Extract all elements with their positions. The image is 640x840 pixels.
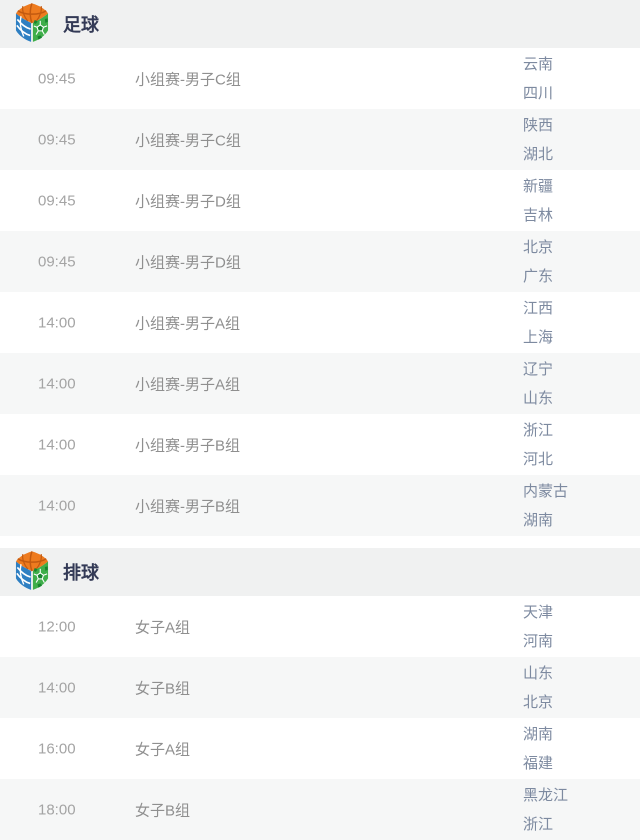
team-home: 黑龙江 [523, 786, 569, 804]
section-title: 排球 [63, 563, 99, 583]
team-home: 湖南 [523, 725, 554, 743]
match-teams: 新疆 吉林 [523, 172, 553, 230]
section-header: 足球 [0, 0, 640, 48]
match-row[interactable]: 09:45 小组赛-男子D组 新疆 吉林 [0, 170, 640, 231]
match-time: 09:45 [38, 192, 76, 209]
match-teams: 天津 河南 [523, 598, 553, 656]
match-row[interactable]: 18:00 女子B组 黑龙江 浙江 [0, 779, 640, 840]
match-time: 09:45 [38, 253, 76, 270]
match-row[interactable]: 12:00 女子A组 天津 河南 [0, 596, 640, 657]
match-teams: 陕西 湖北 [523, 111, 553, 169]
sports-cube-icon [10, 2, 54, 46]
team-away: 上海 [523, 328, 554, 346]
match-event: 小组赛-男子A组 [135, 376, 241, 393]
match-teams: 黑龙江 浙江 [523, 781, 568, 839]
team-away: 山东 [523, 389, 554, 407]
match-event: 小组赛-男子B组 [135, 498, 241, 515]
match-row[interactable]: 14:00 小组赛-男子A组 江西 上海 [0, 292, 640, 353]
match-event: 小组赛-男子D组 [135, 254, 241, 271]
match-row[interactable]: 14:00 女子B组 山东 北京 [0, 657, 640, 718]
sport-section: 排球 12:00 女子A组 天津 河南 14:00 女子B组 山东 北京 16:… [0, 548, 640, 840]
team-away: 湖北 [523, 145, 554, 163]
match-event: 女子B组 [135, 680, 191, 697]
match-time: 09:45 [38, 70, 76, 87]
team-home: 江西 [523, 299, 554, 317]
team-home: 内蒙古 [523, 482, 569, 500]
match-event: 女子A组 [135, 619, 191, 636]
team-away: 北京 [523, 693, 554, 711]
team-away: 广东 [523, 267, 554, 285]
match-event: 女子A组 [135, 741, 191, 758]
match-time: 09:45 [38, 131, 76, 148]
match-event: 小组赛-男子B组 [135, 437, 241, 454]
match-time: 12:00 [38, 618, 76, 635]
match-teams: 江西 上海 [523, 294, 553, 352]
match-event: 小组赛-男子C组 [135, 132, 241, 149]
match-teams: 辽宁 山东 [523, 355, 553, 413]
team-home: 天津 [523, 603, 554, 621]
match-rows: 12:00 女子A组 天津 河南 14:00 女子B组 山东 北京 16:00 … [0, 596, 640, 840]
match-row[interactable]: 14:00 小组赛-男子B组 浙江 河北 [0, 414, 640, 475]
team-away: 湖南 [523, 511, 554, 529]
match-time: 14:00 [38, 679, 76, 696]
section-header: 排球 [0, 548, 640, 596]
team-away: 河南 [523, 632, 554, 650]
match-row[interactable]: 14:00 小组赛-男子B组 内蒙古 湖南 [0, 475, 640, 536]
match-event: 女子B组 [135, 802, 191, 819]
match-time: 18:00 [38, 801, 76, 818]
team-away: 福建 [523, 754, 554, 772]
match-time: 14:00 [38, 375, 76, 392]
match-teams: 山东 北京 [523, 659, 553, 717]
match-event: 小组赛-男子A组 [135, 315, 241, 332]
match-teams: 湖南 福建 [523, 720, 553, 778]
match-row[interactable]: 14:00 小组赛-男子A组 辽宁 山东 [0, 353, 640, 414]
team-home: 浙江 [523, 421, 554, 439]
team-away: 浙江 [523, 815, 554, 833]
sports-cube-icon [10, 550, 54, 594]
team-home: 山东 [523, 664, 554, 682]
match-time: 14:00 [38, 436, 76, 453]
team-home: 新疆 [523, 177, 554, 195]
sport-section: 足球 09:45 小组赛-男子C组 云南 四川 09:45 小组赛-男子C组 陕… [0, 0, 640, 536]
match-event: 小组赛-男子C组 [135, 71, 241, 88]
match-row[interactable]: 09:45 小组赛-男子C组 云南 四川 [0, 48, 640, 109]
team-away: 吉林 [523, 206, 554, 224]
match-teams: 云南 四川 [523, 50, 553, 108]
match-row[interactable]: 09:45 小组赛-男子C组 陕西 湖北 [0, 109, 640, 170]
match-row[interactable]: 09:45 小组赛-男子D组 北京 广东 [0, 231, 640, 292]
match-teams: 北京 广东 [523, 233, 553, 291]
team-home: 北京 [523, 238, 554, 256]
team-home: 陕西 [523, 116, 554, 134]
team-home: 辽宁 [523, 360, 554, 378]
match-rows: 09:45 小组赛-男子C组 云南 四川 09:45 小组赛-男子C组 陕西 湖… [0, 48, 640, 536]
match-row[interactable]: 16:00 女子A组 湖南 福建 [0, 718, 640, 779]
section-title: 足球 [63, 15, 99, 35]
match-event: 小组赛-男子D组 [135, 193, 241, 210]
match-time: 16:00 [38, 740, 76, 757]
match-time: 14:00 [38, 497, 76, 514]
match-teams: 浙江 河北 [523, 416, 553, 474]
team-away: 四川 [523, 84, 554, 102]
team-home: 云南 [523, 55, 554, 73]
match-teams: 内蒙古 湖南 [523, 477, 568, 535]
team-away: 河北 [523, 450, 554, 468]
match-time: 14:00 [38, 314, 76, 331]
